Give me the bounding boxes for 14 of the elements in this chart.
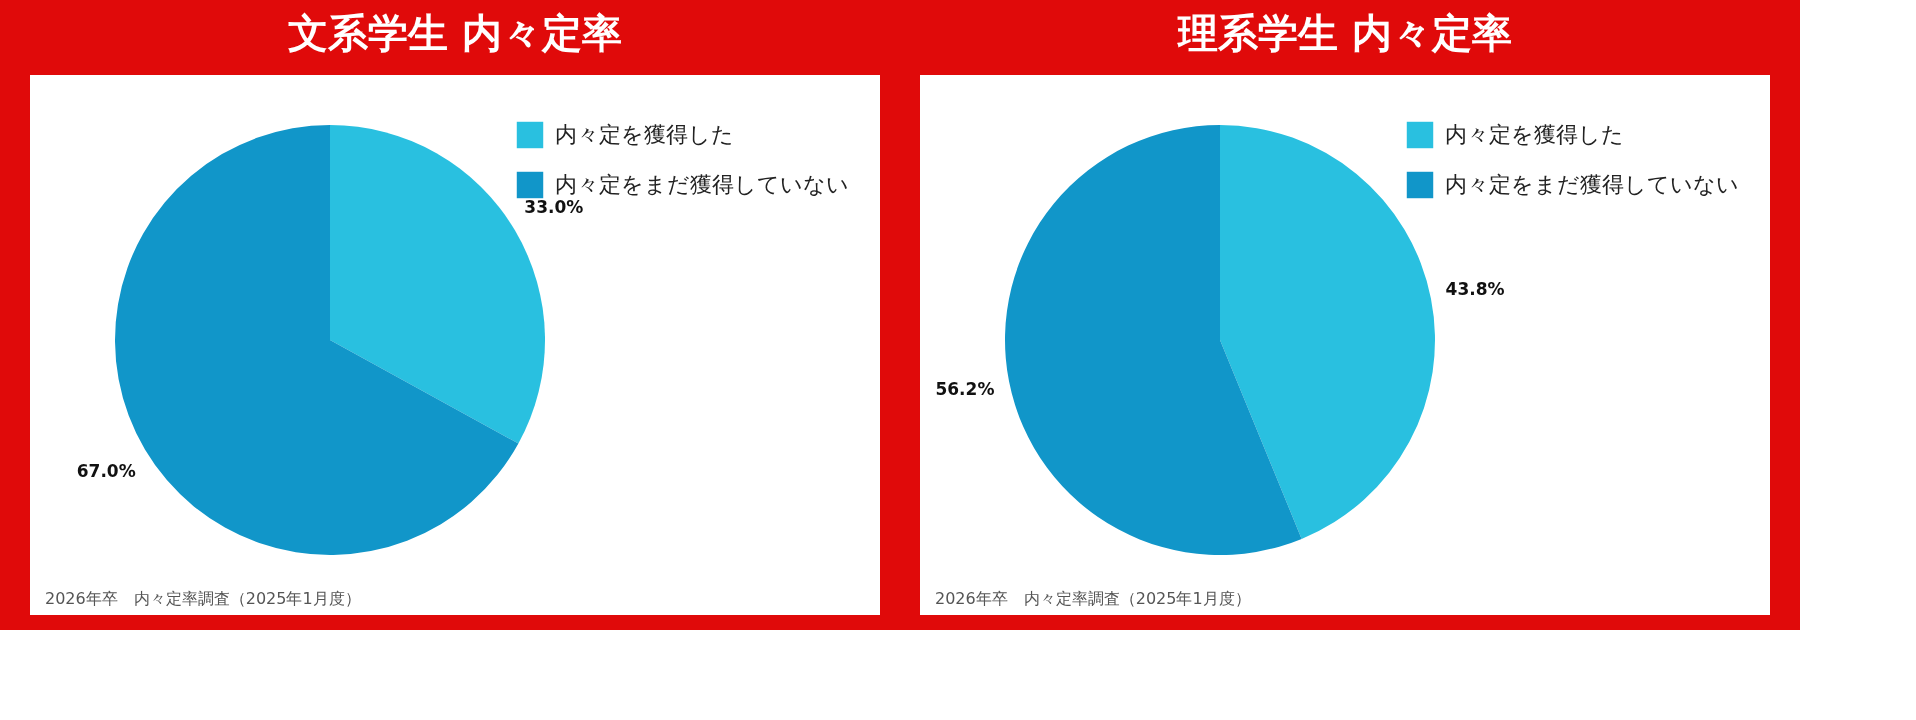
legend-label: 内々定をまだ獲得していない xyxy=(1445,172,1739,197)
legend-label: 内々定をまだ獲得していない xyxy=(555,172,849,197)
chart-title: 文系学生 内々定率 xyxy=(288,10,622,56)
data-label: 43.8% xyxy=(1445,278,1505,299)
text: 2026年卒 内々定率調査（2025年1月度） xyxy=(935,589,1251,608)
chart-title: 理系学生 内々定率 xyxy=(1177,10,1512,56)
legend-label: 内々定を獲得した xyxy=(1445,122,1624,147)
data-label: 67.0% xyxy=(76,461,136,482)
pie-slice xyxy=(1220,125,1435,539)
pie-slice xyxy=(1005,125,1302,555)
data-label: 33.0% xyxy=(524,196,584,217)
data-label: 56.2% xyxy=(935,379,995,400)
text: 2026年卒 内々定率調査（2025年1月度） xyxy=(45,589,361,608)
legend-label: 内々定を獲得した xyxy=(555,122,734,147)
